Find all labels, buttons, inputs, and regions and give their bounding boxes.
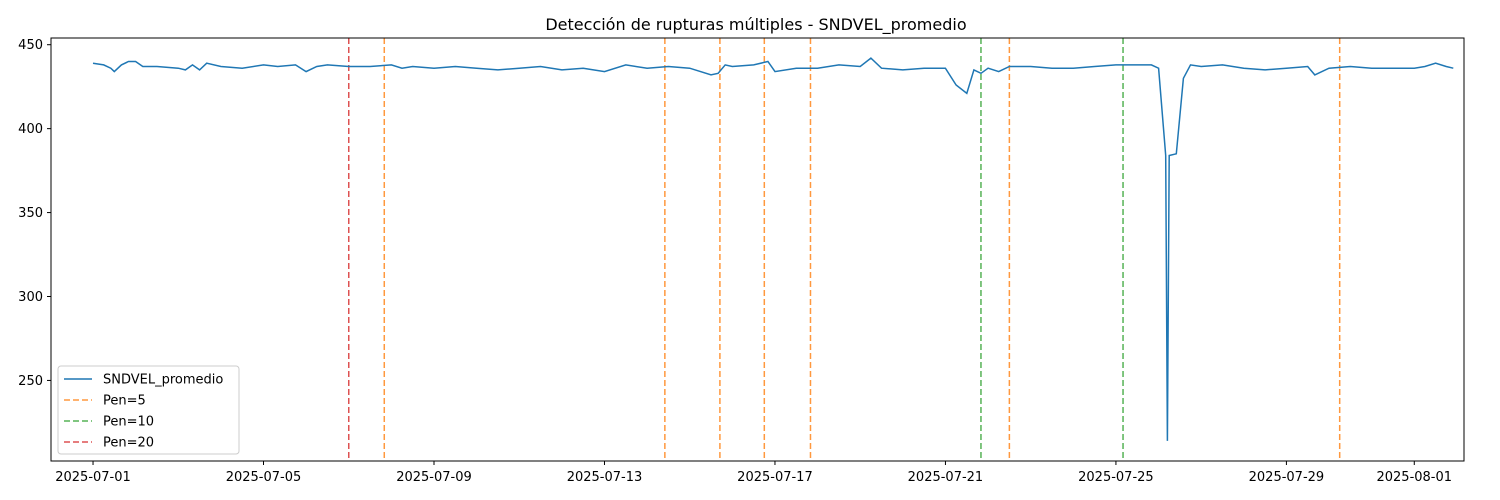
- series-group: [92, 57, 1454, 441]
- x-tick-label: 2025-07-09: [396, 470, 472, 485]
- chart-title: Detección de rupturas múltiples - SNDVEL…: [545, 15, 966, 35]
- y-tick-label: 450: [18, 38, 43, 53]
- plot-frame: [50, 37, 1465, 462]
- x-tick-label: 2025-07-21: [908, 470, 984, 485]
- x-tick-label: 2025-07-25: [1078, 470, 1154, 485]
- y-tick-label: 350: [18, 206, 43, 221]
- x-tick-label: 2025-07-13: [567, 470, 643, 485]
- x-tick-label: 2025-07-01: [55, 470, 131, 485]
- breakpoint-lines: [348, 38, 1341, 461]
- x-tick-label: 2025-07-05: [226, 470, 302, 485]
- x-axis: 2025-07-01 2025-07-05 2025-07-09 2025-07-13…: [55, 461, 1452, 485]
- y-tick-label: 400: [18, 122, 43, 137]
- x-tick-label: 2025-07-17: [737, 470, 813, 485]
- legend: SNDVEL_promedio Pen=5 Pen=10 Pen=20: [57, 365, 240, 455]
- legend-label: Pen=20: [103, 436, 154, 451]
- y-tick-label: 250: [18, 374, 43, 389]
- y-tick-label: 300: [18, 290, 43, 305]
- legend-label: Pen=5: [103, 394, 146, 409]
- series-line: [92, 57, 1454, 441]
- legend-box: [57, 365, 240, 455]
- x-tick-label: 2025-08-01: [1376, 470, 1452, 485]
- legend-label: Pen=10: [103, 415, 154, 430]
- legend-label: SNDVEL_promedio: [103, 373, 223, 388]
- y-axis: 250 300 350 400 450: [18, 38, 51, 389]
- x-tick-label: 2025-07-29: [1249, 470, 1325, 485]
